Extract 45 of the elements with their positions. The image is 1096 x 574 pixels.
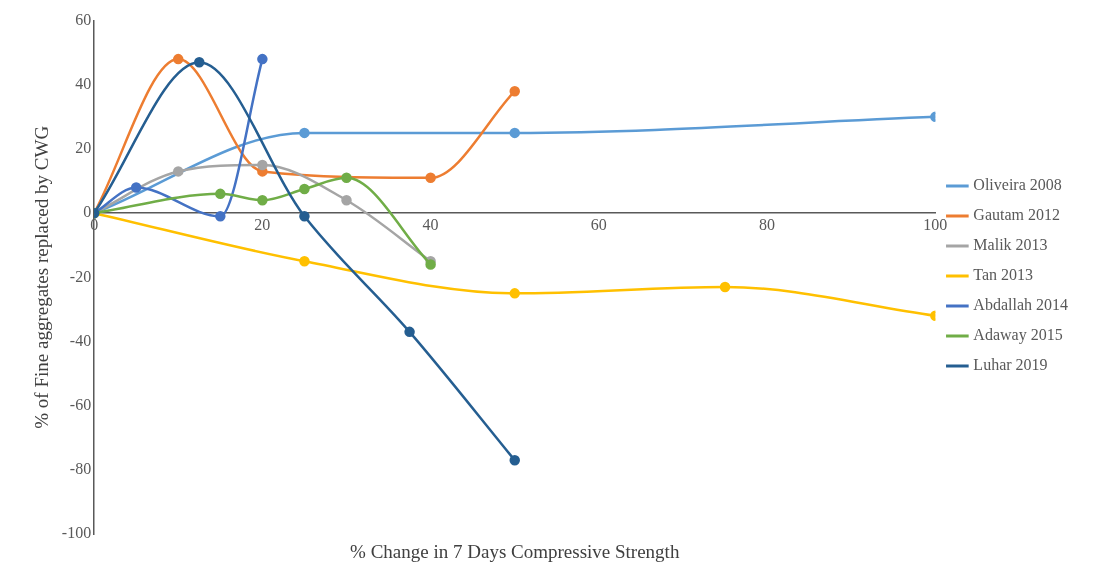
point [404,326,415,338]
point [215,188,226,200]
x-axis-title: % Change in 7 Days Compressive Strength [350,541,680,562]
point [425,172,436,184]
point [173,166,184,177]
point [299,256,310,267]
y-tick-label: -80 [69,460,92,478]
point [194,57,205,68]
point [509,288,520,299]
point [299,127,310,139]
point [509,85,520,97]
y-tick-label: -20 [69,267,92,285]
x-tick-label: 100 [923,215,948,233]
point [341,172,352,184]
legend-label: Luhar 2019 [973,356,1048,374]
x-tick-label: 40 [422,215,439,233]
legend-label: Malik 2013 [973,236,1048,254]
y-axis-title: % of Fine aggregates replaced by CWG [31,125,53,429]
y-tick-label: -40 [69,331,92,349]
point [509,127,520,139]
point [257,53,268,65]
y-tick-label: -60 [69,395,92,413]
legend-label: Abdallah 2014 [973,296,1069,314]
legend-label: Adaway 2015 [973,326,1063,345]
y-tick-label: 20 [75,139,92,157]
x-tick-label: 60 [590,215,607,233]
point [215,211,226,222]
point [299,183,310,195]
point [173,53,184,65]
y-tick-label: 60 [75,10,92,28]
y-tick-label: 40 [75,74,92,92]
point [299,211,310,222]
point [341,195,352,206]
point [130,182,142,193]
point [257,159,268,171]
legend-label: Oliveira 2008 [973,176,1062,194]
point [509,454,520,466]
legend-label: Gautam 2012 [973,206,1061,224]
y-tick-label: -100 [61,524,92,542]
point [257,195,268,206]
x-tick-label: 80 [759,215,776,233]
x-tick-label: 20 [254,215,271,233]
point [719,281,731,293]
legend-label: Tan 2013 [973,266,1034,284]
y-tick-label: 0 [83,203,92,221]
